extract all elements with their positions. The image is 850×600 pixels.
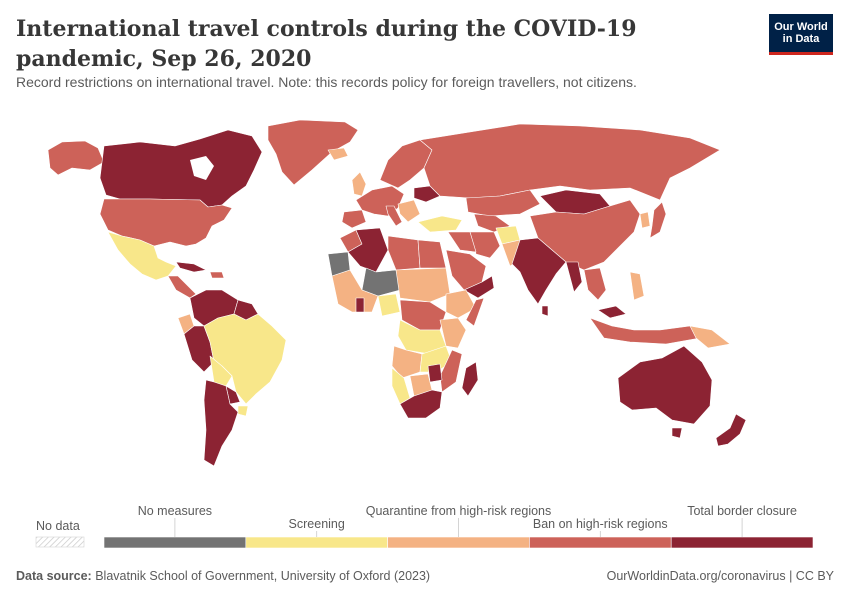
region-mozambique[interactable] bbox=[439, 349, 463, 393]
legend-swatch bbox=[103, 536, 247, 549]
legend-swatch bbox=[529, 536, 672, 549]
region-ukraine[interactable] bbox=[413, 185, 441, 203]
region-usa[interactable] bbox=[99, 198, 233, 247]
region-iceland[interactable] bbox=[327, 147, 349, 161]
region-ghana[interactable] bbox=[355, 297, 365, 313]
logo-line-1: Our World bbox=[774, 21, 828, 33]
legend-bin-total-border-closure[interactable]: Total border closure bbox=[670, 504, 814, 549]
footer-link[interactable]: OurWorldinData.org/coronavirus | CC BY bbox=[606, 569, 834, 583]
chart-title: International travel controls during the… bbox=[16, 16, 637, 72]
region-zimbabwe[interactable] bbox=[427, 363, 443, 383]
region-myanmar[interactable] bbox=[565, 261, 583, 293]
region-kazakhstan[interactable] bbox=[465, 189, 541, 217]
region-libya[interactable] bbox=[387, 235, 421, 271]
region-japan[interactable] bbox=[649, 201, 667, 239]
legend-bin-label: No measures bbox=[138, 504, 212, 518]
legend-swatch bbox=[670, 536, 814, 549]
region-bolivia[interactable] bbox=[209, 355, 233, 387]
region-chad-sudan[interactable] bbox=[395, 267, 451, 303]
legend-swatch bbox=[245, 536, 388, 549]
legend-bin-ban-on-high-risk-regions[interactable]: Ban on high-risk regions bbox=[529, 517, 672, 549]
region-west-africa[interactable] bbox=[331, 269, 379, 313]
logo-line-2: in Data bbox=[782, 33, 820, 45]
region-alaska[interactable] bbox=[47, 140, 105, 176]
region-greenland[interactable] bbox=[267, 119, 359, 186]
legend-bin-label: Total border closure bbox=[687, 504, 797, 518]
region-south-africa[interactable] bbox=[399, 389, 443, 419]
region-central-america[interactable] bbox=[167, 275, 197, 299]
region-ethiopia[interactable] bbox=[445, 289, 477, 319]
region-malaysia[interactable] bbox=[597, 305, 627, 319]
source-label: Data source: bbox=[16, 569, 92, 583]
region-iraq-syria[interactable] bbox=[447, 231, 477, 253]
region-australia[interactable] bbox=[617, 345, 713, 425]
legend-no-data-swatch bbox=[35, 536, 85, 548]
region-uk[interactable] bbox=[351, 171, 367, 197]
region-iberia[interactable] bbox=[341, 209, 367, 229]
legend-bin-label: Quarantine from high-risk regions bbox=[366, 504, 552, 518]
source-note: Data source: Blavatnik School of Governm… bbox=[16, 569, 430, 583]
legend-bin-label: Ban on high-risk regions bbox=[533, 517, 668, 531]
legend-bin-label: Screening bbox=[289, 517, 345, 531]
legend-swatch bbox=[387, 536, 530, 549]
region-southeast-asia[interactable] bbox=[583, 267, 607, 301]
world-map bbox=[47, 119, 747, 467]
region-oman-yemen[interactable] bbox=[463, 275, 495, 299]
region-sri-lanka[interactable] bbox=[541, 305, 549, 317]
region-east-africa[interactable] bbox=[439, 317, 467, 349]
region-indonesia[interactable] bbox=[589, 317, 701, 345]
region-iran[interactable] bbox=[469, 231, 501, 259]
region-madagascar[interactable] bbox=[461, 361, 479, 397]
region-nigeria[interactable] bbox=[377, 293, 401, 317]
region-new-zealand[interactable] bbox=[715, 413, 747, 447]
legend-no-data[interactable]: No data bbox=[35, 519, 85, 548]
region-russia[interactable] bbox=[419, 123, 721, 201]
hudson-bay bbox=[190, 156, 214, 180]
chart-footer: Data source: Blavatnik School of Governm… bbox=[16, 569, 834, 583]
region-papua[interactable] bbox=[689, 325, 731, 349]
region-hispaniola[interactable] bbox=[209, 271, 225, 279]
region-mali-niger[interactable] bbox=[361, 267, 401, 297]
region-tasmania[interactable] bbox=[671, 427, 683, 439]
source-text: Blavatnik School of Government, Universi… bbox=[95, 569, 431, 583]
region-uruguay[interactable] bbox=[237, 405, 249, 417]
region-philippines[interactable] bbox=[629, 271, 645, 301]
legend-bin-quarantine-from-high-risk-regions[interactable]: Quarantine from high-risk regions bbox=[366, 504, 552, 549]
region-cuba[interactable] bbox=[175, 261, 207, 273]
owid-logo[interactable]: Our World in Data bbox=[769, 14, 833, 55]
region-somalia[interactable] bbox=[465, 297, 485, 327]
region-india[interactable] bbox=[511, 237, 567, 305]
region-italy[interactable] bbox=[385, 205, 403, 227]
region-argentina[interactable] bbox=[203, 379, 239, 467]
map-legend: No data No measures Screening Quarantine f… bbox=[35, 504, 814, 549]
region-korea[interactable] bbox=[639, 211, 651, 229]
chart-subtitle: Record restrictions on international tra… bbox=[16, 74, 637, 90]
legend-no-data-label: No data bbox=[36, 519, 80, 533]
region-scandinavia[interactable] bbox=[379, 139, 433, 189]
region-canada[interactable] bbox=[99, 129, 263, 208]
region-turkey[interactable] bbox=[417, 215, 463, 233]
legend-bin-no-measures[interactable]: No measures bbox=[103, 504, 247, 549]
region-balkans[interactable] bbox=[397, 199, 421, 223]
region-mexico[interactable] bbox=[107, 231, 177, 281]
region-egypt[interactable] bbox=[417, 239, 447, 269]
legend-bin-screening[interactable]: Screening bbox=[245, 517, 388, 549]
